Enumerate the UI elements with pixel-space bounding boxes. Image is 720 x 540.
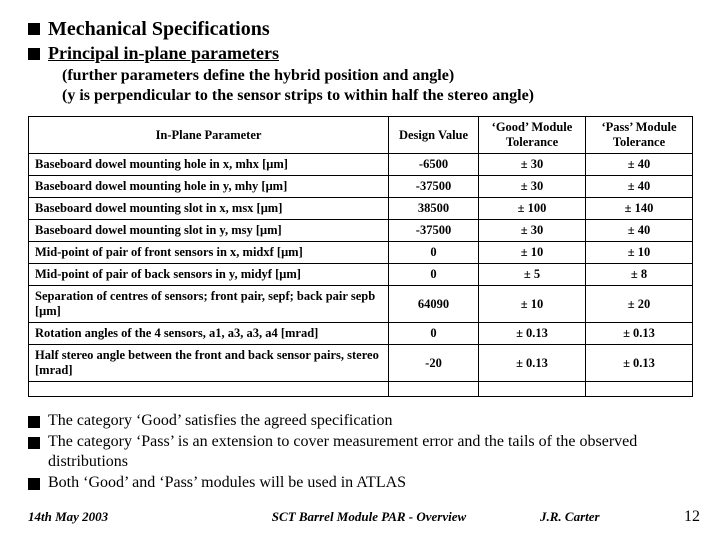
cell-good: ± 0.13 — [479, 345, 586, 382]
cell-good: ± 30 — [479, 176, 586, 198]
bullet-square-icon — [28, 48, 40, 60]
cell-good: ± 5 — [479, 264, 586, 286]
cell-good: ± 10 — [479, 286, 586, 323]
spacer-cell — [389, 382, 479, 397]
post-bullet-3: Both ‘Good’ and ‘Pass’ modules will be u… — [28, 473, 692, 493]
cell-design: 38500 — [389, 198, 479, 220]
heading-note2: (y is perpendicular to the sensor strips… — [62, 86, 692, 106]
cell-pass: ± 0.13 — [586, 345, 693, 382]
col-header-pass: ‘Pass’ Module Tolerance — [586, 117, 693, 154]
cell-design: -20 — [389, 345, 479, 382]
table-row: Baseboard dowel mounting hole in x, mhx … — [29, 154, 693, 176]
cell-param: Half stereo angle between the front and … — [29, 345, 389, 382]
footer-author: J.R. Carter — [540, 509, 660, 525]
cell-design: 0 — [389, 264, 479, 286]
table-row: Mid-point of pair of front sensors in x,… — [29, 242, 693, 264]
cell-design: 64090 — [389, 286, 479, 323]
cell-good: ± 0.13 — [479, 323, 586, 345]
footer-page-number: 12 — [660, 508, 700, 526]
post-bullet-1: The category ‘Good’ satisfies the agreed… — [28, 411, 692, 431]
table-header-row: In-Plane Parameter Design Value ‘Good’ M… — [29, 117, 693, 154]
cell-param: Mid-point of pair of back sensors in y, … — [29, 264, 389, 286]
table-spacer-row — [29, 382, 693, 397]
cell-pass: ± 140 — [586, 198, 693, 220]
table-row: Baseboard dowel mounting slot in y, msy … — [29, 220, 693, 242]
col-header-good: ‘Good’ Module Tolerance — [479, 117, 586, 154]
cell-pass: ± 40 — [586, 220, 693, 242]
post-bullet-2: The category ‘Pass’ is an extension to c… — [28, 432, 692, 472]
spec-table: In-Plane Parameter Design Value ‘Good’ M… — [28, 116, 693, 397]
cell-design: -37500 — [389, 220, 479, 242]
spacer-cell — [586, 382, 693, 397]
spacer-cell — [479, 382, 586, 397]
post-bullets: The category ‘Good’ satisfies the agreed… — [28, 411, 692, 493]
col-header-param: In-Plane Parameter — [29, 117, 389, 154]
cell-good: ± 30 — [479, 154, 586, 176]
cell-pass: ± 0.13 — [586, 323, 693, 345]
cell-pass: ± 10 — [586, 242, 693, 264]
cell-param: Baseboard dowel mounting hole in y, mhy … — [29, 176, 389, 198]
cell-param: Mid-point of pair of front sensors in x,… — [29, 242, 389, 264]
spacer-cell — [29, 382, 389, 397]
slide: Mechanical Specifications Principal in-p… — [0, 0, 720, 540]
bullet-square-icon — [28, 416, 40, 428]
heading-sub: Principal in-plane parameters — [48, 43, 279, 64]
cell-pass: ± 20 — [586, 286, 693, 323]
table-row: Rotation angles of the 4 sensors, a1, a3… — [29, 323, 693, 345]
heading-sub-row: Principal in-plane parameters — [28, 43, 692, 64]
cell-param: Baseboard dowel mounting hole in x, mhx … — [29, 154, 389, 176]
heading-main: Mechanical Specifications — [48, 18, 270, 41]
cell-design: -6500 — [389, 154, 479, 176]
post-bullet-3-text: Both ‘Good’ and ‘Pass’ modules will be u… — [48, 473, 406, 493]
cell-param: Separation of centres of sensors; front … — [29, 286, 389, 323]
cell-pass: ± 40 — [586, 176, 693, 198]
footer: 14th May 2003 SCT Barrel Module PAR - Ov… — [0, 508, 720, 526]
bullet-square-icon — [28, 437, 40, 449]
cell-pass: ± 8 — [586, 264, 693, 286]
post-bullet-1-text: The category ‘Good’ satisfies the agreed… — [48, 411, 392, 431]
bullet-square-icon — [28, 23, 40, 35]
footer-date: 14th May 2003 — [28, 509, 198, 525]
cell-param: Baseboard dowel mounting slot in y, msy … — [29, 220, 389, 242]
cell-design: -37500 — [389, 176, 479, 198]
footer-title: SCT Barrel Module PAR - Overview — [198, 509, 540, 525]
table-row: Baseboard dowel mounting hole in y, mhy … — [29, 176, 693, 198]
table-row: Separation of centres of sensors; front … — [29, 286, 693, 323]
col-header-design: Design Value — [389, 117, 479, 154]
cell-param: Rotation angles of the 4 sensors, a1, a3… — [29, 323, 389, 345]
bullet-square-icon — [28, 478, 40, 490]
cell-param: Baseboard dowel mounting slot in x, msx … — [29, 198, 389, 220]
heading-main-row: Mechanical Specifications — [28, 18, 692, 41]
cell-design: 0 — [389, 323, 479, 345]
table-row: Baseboard dowel mounting slot in x, msx … — [29, 198, 693, 220]
cell-design: 0 — [389, 242, 479, 264]
heading-note1: (further parameters define the hybrid po… — [62, 66, 692, 86]
cell-good: ± 100 — [479, 198, 586, 220]
post-bullet-2-text: The category ‘Pass’ is an extension to c… — [48, 432, 692, 472]
cell-good: ± 10 — [479, 242, 586, 264]
table-row: Half stereo angle between the front and … — [29, 345, 693, 382]
cell-pass: ± 40 — [586, 154, 693, 176]
cell-good: ± 30 — [479, 220, 586, 242]
table-row: Mid-point of pair of back sensors in y, … — [29, 264, 693, 286]
